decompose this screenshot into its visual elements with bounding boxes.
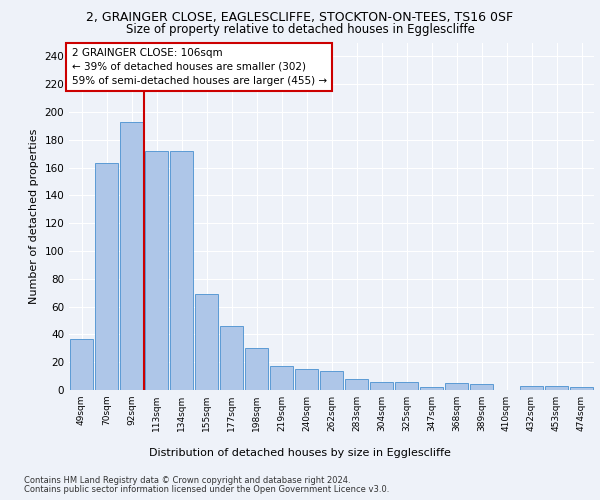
Bar: [245, 348, 268, 390]
Bar: [420, 387, 443, 390]
Bar: [520, 386, 543, 390]
Text: 2, GRAINGER CLOSE, EAGLESCLIFFE, STOCKTON-ON-TEES, TS16 0SF: 2, GRAINGER CLOSE, EAGLESCLIFFE, STOCKTO…: [86, 11, 514, 24]
Bar: [270, 366, 293, 390]
Bar: [545, 386, 568, 390]
Text: Contains HM Land Registry data © Crown copyright and database right 2024.: Contains HM Land Registry data © Crown c…: [24, 476, 350, 485]
Bar: [95, 164, 118, 390]
Text: Distribution of detached houses by size in Egglescliffe: Distribution of detached houses by size …: [149, 448, 451, 458]
Text: Contains public sector information licensed under the Open Government Licence v3: Contains public sector information licen…: [24, 485, 389, 494]
Bar: [220, 326, 243, 390]
Bar: [570, 387, 593, 390]
Bar: [70, 338, 93, 390]
Bar: [345, 379, 368, 390]
Bar: [145, 151, 168, 390]
Bar: [195, 294, 218, 390]
Bar: [395, 382, 418, 390]
Bar: [470, 384, 493, 390]
Bar: [295, 369, 318, 390]
Bar: [320, 370, 343, 390]
Bar: [370, 382, 393, 390]
Bar: [445, 383, 468, 390]
Text: Size of property relative to detached houses in Egglescliffe: Size of property relative to detached ho…: [125, 22, 475, 36]
Text: 2 GRAINGER CLOSE: 106sqm
← 39% of detached houses are smaller (302)
59% of semi-: 2 GRAINGER CLOSE: 106sqm ← 39% of detach…: [71, 48, 327, 86]
Bar: [120, 122, 143, 390]
Y-axis label: Number of detached properties: Number of detached properties: [29, 128, 39, 304]
Bar: [170, 151, 193, 390]
